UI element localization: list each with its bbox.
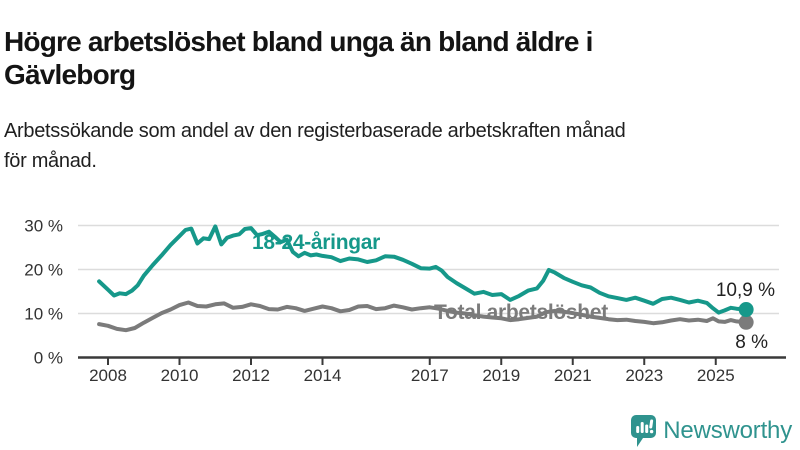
series-end-dot: [738, 302, 754, 318]
x-axis-tick-label: 2012: [232, 366, 270, 385]
series-end-dot: [738, 314, 754, 330]
series-line: [97, 224, 749, 315]
subtitle-line-2: för månad.: [4, 150, 97, 172]
series-label-total: Total arbetslöshet: [434, 301, 608, 324]
x-axis-tick-label: 2021: [554, 366, 592, 385]
x-axis-tick-label: 2019: [482, 366, 520, 385]
x-axis-tick-label: 2008: [89, 366, 127, 385]
newsworthy-logo: Newsworthy: [631, 415, 792, 447]
chart-subtitle: Arbetssökande som andel av den registerb…: [4, 116, 626, 176]
title-line-1: Högre arbetslöshet bland unga än bland ä…: [4, 25, 593, 57]
y-axis-tick-label: 20 %: [24, 261, 63, 280]
end-value-young: 10,9 %: [715, 280, 775, 301]
x-axis-tick-label: 2010: [161, 366, 199, 385]
x-axis-tick-label: 2023: [625, 366, 663, 385]
y-axis-tick-label: 0 %: [34, 349, 63, 368]
newsworthy-icon: [631, 415, 657, 447]
page-title: Högre arbetslöshet bland unga än bland ä…: [4, 25, 593, 91]
end-value-total: 8 %: [735, 332, 768, 353]
series-line: [97, 300, 749, 333]
x-axis-tick-label: 2014: [304, 366, 342, 385]
x-axis-tick-label: 2025: [697, 366, 735, 385]
y-axis-tick-label: 10 %: [24, 305, 63, 324]
subtitle-line-1: Arbetssökande som andel av den registerb…: [4, 120, 626, 142]
y-axis-tick-label: 30 %: [24, 217, 63, 236]
series-label-young: 18-24-åringar: [252, 231, 380, 254]
title-line-2: Gävleborg: [4, 58, 136, 90]
newsworthy-wordmark: Newsworthy: [663, 417, 792, 444]
x-axis-tick-label: 2017: [411, 366, 449, 385]
